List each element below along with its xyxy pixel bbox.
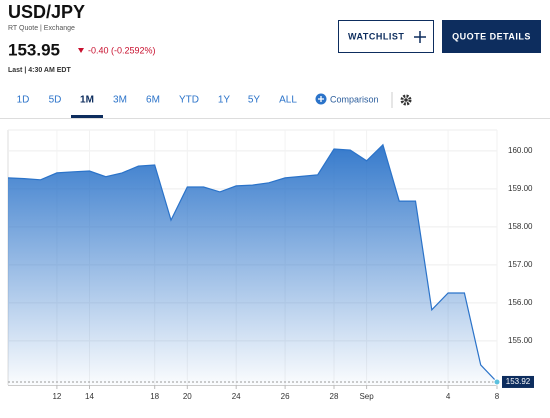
y-tick-label: 157.00 (508, 260, 533, 269)
y-tick-label: 156.00 (508, 298, 533, 307)
area-fill (8, 144, 497, 385)
last-point (493, 378, 501, 386)
selected-tab-underline (71, 115, 103, 118)
x-tick-label: 24 (232, 392, 241, 401)
settings-icon[interactable] (400, 94, 412, 106)
y-tick-label: 158.00 (508, 222, 533, 231)
x-tick-label: 8 (495, 392, 500, 401)
range-tab[interactable]: 1Y (218, 95, 231, 106)
price-line (7, 143, 498, 383)
range-tab[interactable]: YTD (179, 95, 199, 106)
range-tab[interactable]: 5D (49, 95, 62, 106)
y-tick-label: 155.00 (508, 336, 533, 345)
symbol: USD/JPY (8, 2, 85, 22)
range-tab[interactable]: ALL (279, 95, 297, 106)
x-tick-label: 4 (446, 392, 451, 401)
price-chart: 155.00 156.00 157.00 158.00 159.00 160.00 12 14… (7, 129, 534, 401)
quote-details-label[interactable]: QUOTE DETAILS (452, 31, 531, 41)
price: 153.95 (8, 40, 60, 59)
last-update: Last | 4:30 AM EDT (8, 67, 71, 74)
range-tab[interactable]: 3M (113, 95, 127, 106)
plus-icon[interactable] (414, 31, 426, 43)
range-tab[interactable]: 6M (146, 95, 160, 106)
x-tick-label: 12 (52, 392, 61, 401)
settings-icon-center[interactable] (404, 98, 408, 102)
quote-source: RT Quote | Exchange (8, 25, 75, 32)
y-tick-label: 160.00 (508, 146, 533, 155)
quote-details-button[interactable] (442, 20, 541, 53)
x-tick-label: 20 (183, 392, 192, 401)
x-tick-label: 14 (85, 392, 94, 401)
y-tick-label: 159.00 (508, 184, 533, 193)
down-arrow (78, 48, 84, 53)
range-tab[interactable]: 1D (17, 95, 30, 106)
range-tab[interactable]: 5Y (248, 95, 261, 106)
last-price-label: 153.92 (506, 377, 531, 386)
x-tick-label: 26 (281, 392, 290, 401)
watchlist-label[interactable]: WATCHLIST (348, 31, 404, 41)
price-change: -0.40 (-0.2592%) (88, 45, 156, 55)
comparison-label[interactable]: Comparison (330, 94, 379, 104)
last-price-tag (502, 375, 534, 388)
comparison-plus[interactable] (318, 96, 324, 102)
x-tick-label: 28 (330, 392, 339, 401)
range-tab[interactable]: 1M (80, 95, 94, 106)
x-tick-label: 18 (150, 392, 159, 401)
x-tick-label: Sep (359, 392, 374, 401)
range-tabs: 1D 5D 1M 3M 6M YTD 1Y 5Y ALL (17, 95, 297, 118)
